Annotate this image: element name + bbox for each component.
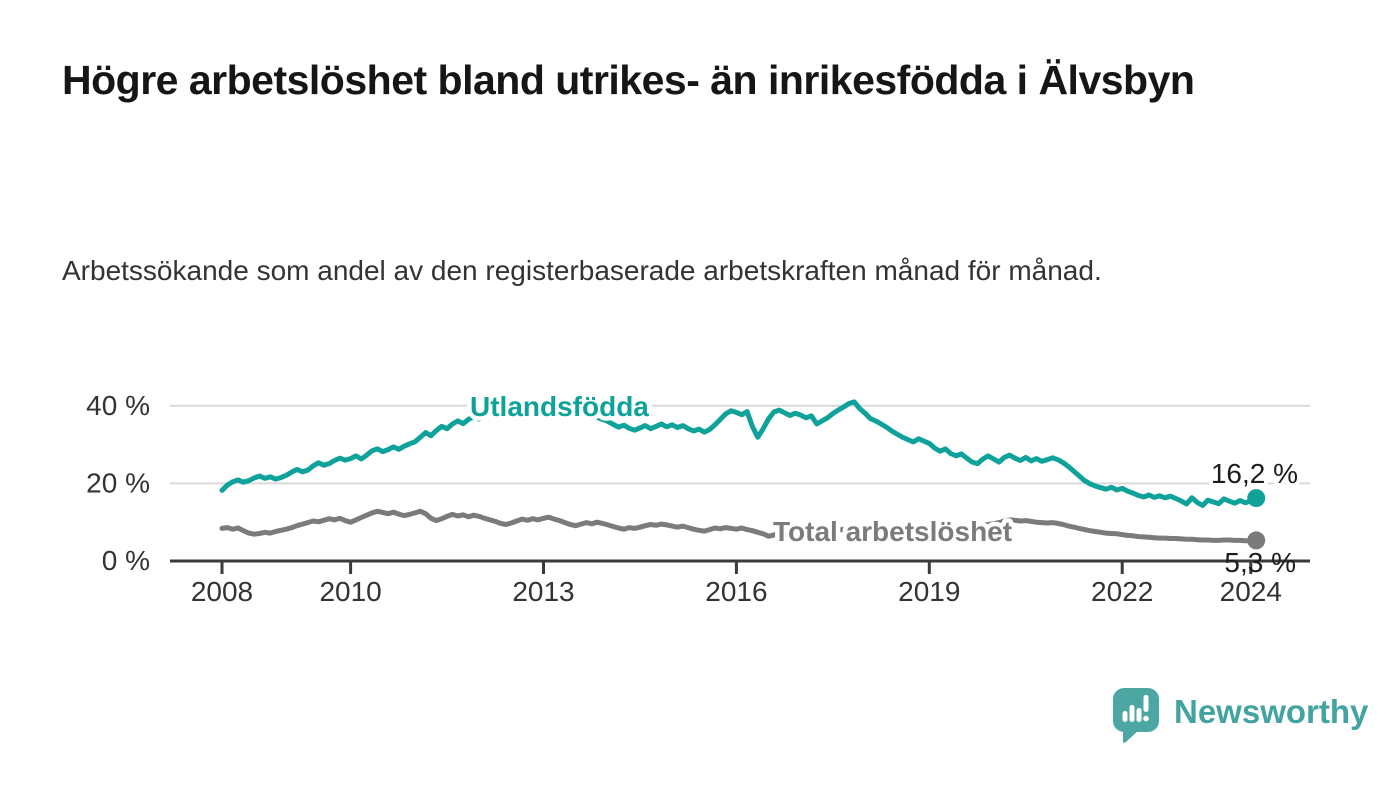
y-tick-label: 20 % bbox=[86, 467, 150, 498]
page-title: Högre arbetslöshet bland utrikes- än inr… bbox=[62, 57, 1195, 103]
utlandsfodda-line bbox=[219, 399, 1259, 508]
x-tick-label: 2024 bbox=[1220, 576, 1282, 607]
y-tick-label: 0 % bbox=[102, 545, 150, 576]
utlandsfodda-end-value-label: 16,2 % bbox=[1211, 458, 1298, 489]
utlandsfodda-end-dot bbox=[1247, 489, 1266, 508]
x-tick-label: 2019 bbox=[898, 576, 960, 607]
total-series-label: Total arbetslöshet bbox=[773, 516, 1012, 547]
tick-labels-group: 0 % 20 % 40 % 2008 2010 2013 2016 2019 2022 2024 bbox=[86, 390, 1282, 607]
gridlines-group bbox=[170, 404, 1310, 485]
x-axis-group bbox=[170, 559, 1310, 574]
newsworthy-brand: Newsworthy bbox=[1112, 687, 1368, 745]
total-arbetsloshet-line bbox=[219, 508, 1259, 544]
bar-chart-speech-bubble-icon bbox=[1113, 688, 1159, 743]
total-end-value-label: 5,3 % bbox=[1224, 547, 1296, 578]
x-tick-label: 2016 bbox=[705, 576, 767, 607]
y-tick-label: 40 % bbox=[86, 390, 150, 421]
total-end-dot bbox=[1247, 531, 1266, 550]
x-tick-label: 2013 bbox=[512, 576, 574, 607]
x-tick-label: 2008 bbox=[191, 576, 253, 607]
x-tick-label: 2022 bbox=[1091, 576, 1153, 607]
brand-name: Newsworthy bbox=[1174, 693, 1369, 730]
page-subtitle: Arbetssökande som andel av den registerb… bbox=[62, 255, 1102, 286]
utlandsfodda-series-label: Utlandsfödda bbox=[470, 391, 649, 422]
x-tick-label: 2010 bbox=[319, 576, 381, 607]
